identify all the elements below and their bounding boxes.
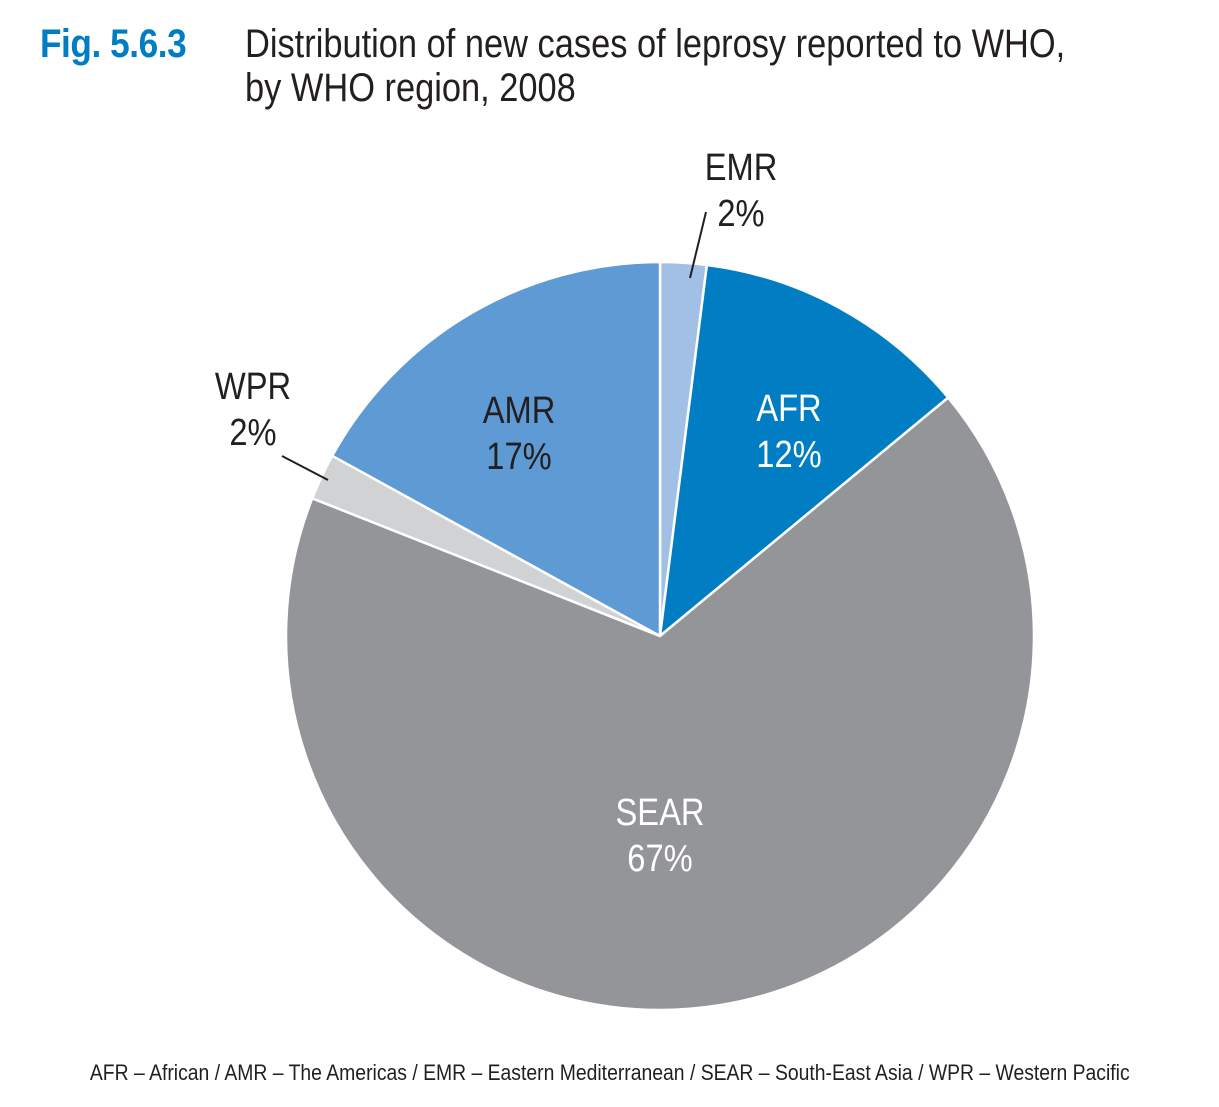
pie-slices [284, 260, 1036, 1012]
figure-number: Fig. 5.6.3 [40, 22, 187, 66]
slice-label-afr: AFR [756, 387, 821, 430]
leader-line-emr [689, 211, 707, 279]
figure-title-line-2: by WHO region, 2008 [245, 66, 576, 110]
leader-lines [281, 211, 707, 481]
slice-value-amr: 17% [486, 435, 551, 478]
figure-title-line-1: Distribution of new cases of leprosy rep… [245, 22, 1066, 66]
pie-slice-afr [658, 263, 950, 638]
slice-value-afr: 12% [756, 433, 821, 476]
figure-title: Distribution of new cases of leprosy rep… [245, 22, 1066, 110]
footnote-text: AFR – African / AMR – The Americas / EMR… [89, 1060, 1130, 1085]
pie-slice-sear [284, 396, 1036, 1012]
slice-label-wpr: WPR [215, 365, 291, 408]
pie-slice-amr [331, 260, 662, 638]
slice-value-sear: 67% [627, 837, 692, 880]
slice-label-sear: SEAR [616, 791, 705, 834]
footnote: AFR – African / AMR – The Americas / EMR… [0, 1060, 1219, 1086]
leader-line-wpr [281, 455, 329, 481]
slice-value-wpr: 2% [229, 411, 276, 454]
slice-label-amr: AMR [483, 389, 556, 432]
slice-label-emr: EMR [705, 146, 778, 189]
slice-value-emr: 2% [717, 192, 764, 235]
